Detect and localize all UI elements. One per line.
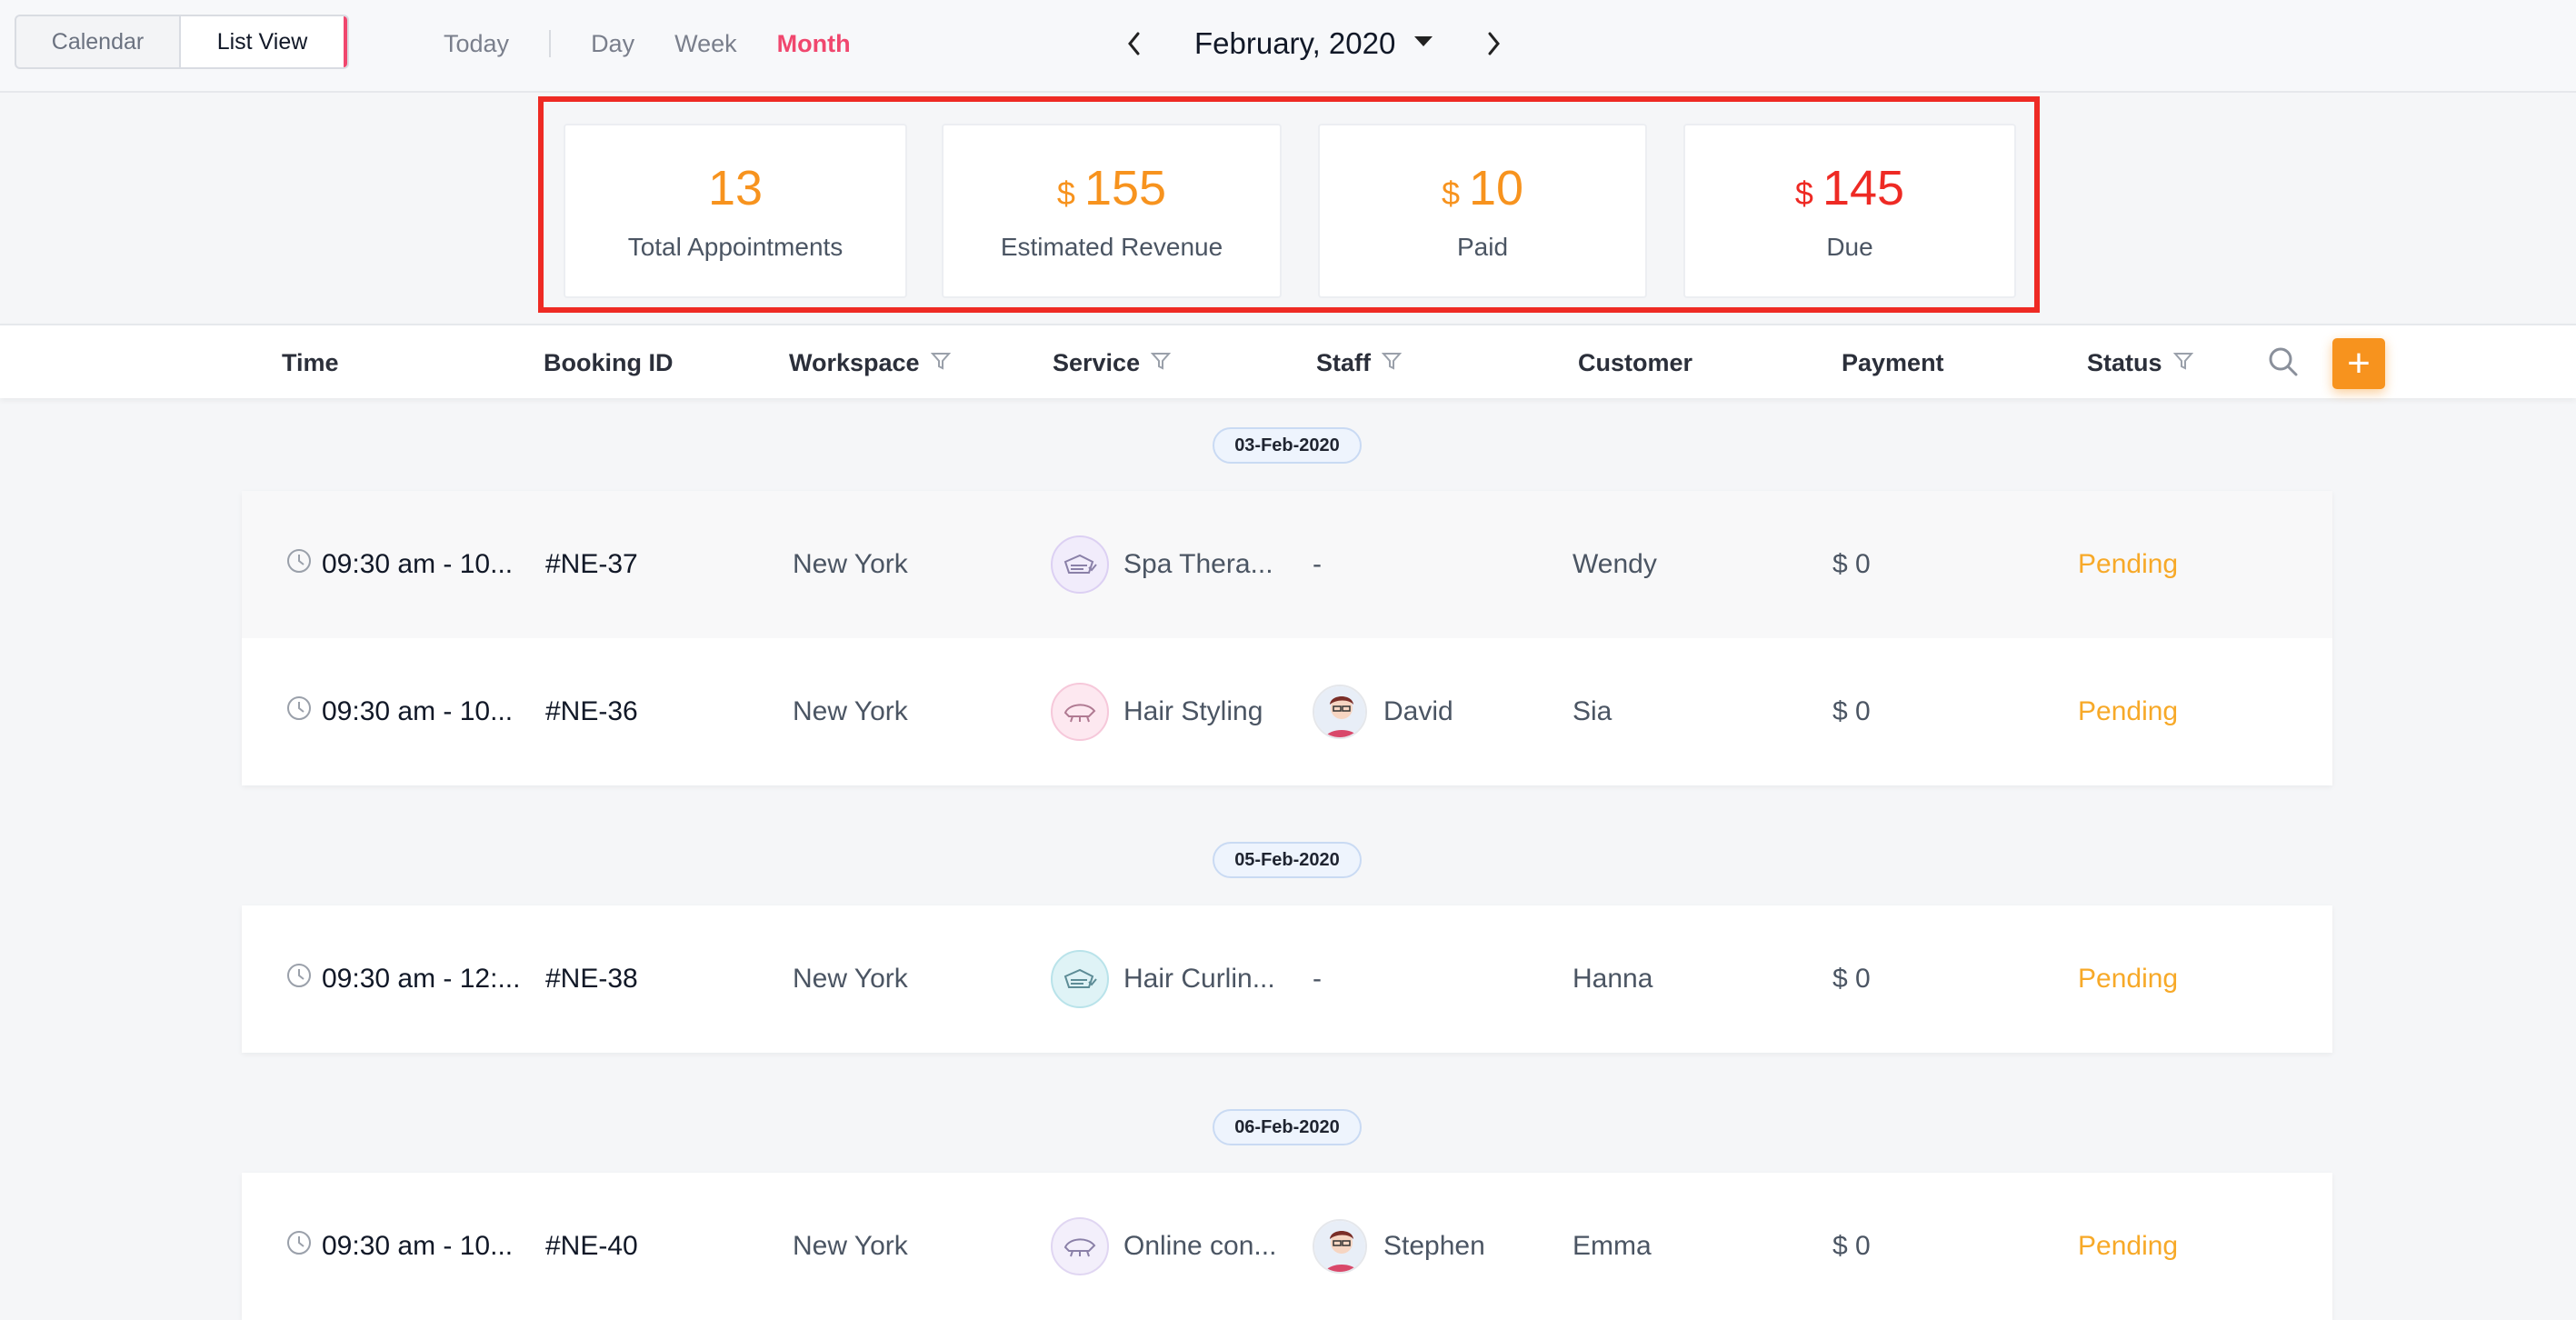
appointment-group: 09:30 am - 10... #NE-40 New York Online …	[242, 1173, 2332, 1320]
current-month-label[interactable]: February, 2020	[1194, 26, 1396, 60]
date-pill: 03-Feb-2020	[1213, 427, 1362, 464]
workspace-cell: New York	[793, 964, 908, 994]
top-toolbar: Calendar List View Today Day Week Month …	[0, 0, 2576, 93]
estimated-revenue-card: $155 Estimated Revenue	[942, 124, 1282, 298]
filter-icon[interactable]	[1381, 349, 1403, 377]
paid-label: Paid	[1456, 233, 1509, 261]
filter-icon[interactable]	[1150, 349, 1172, 377]
table-row[interactable]: 09:30 am - 10... #NE-37 New York Spa The…	[242, 491, 2332, 638]
status-badge: Pending	[2078, 549, 2179, 579]
staff-cell: -	[1313, 549, 1322, 579]
date-pill: 05-Feb-2020	[1213, 842, 1362, 878]
clock-icon	[285, 962, 313, 996]
appointment-group: 09:30 am - 12:... #NE-38 New York Hair C…	[242, 905, 2332, 1053]
table-row[interactable]: 09:30 am - 12:... #NE-38 New York Hair C…	[242, 905, 2332, 1053]
tab-today[interactable]: Today	[444, 29, 510, 57]
avatar	[1313, 685, 1367, 739]
column-status[interactable]: Status	[2087, 325, 2193, 400]
service-cell: Hair Styling	[1051, 638, 1263, 785]
staff-cell: David	[1313, 638, 1453, 785]
tab-day[interactable]: Day	[591, 29, 635, 57]
chevron-down-icon[interactable]	[1413, 35, 1433, 53]
prev-month-icon[interactable]	[1116, 25, 1153, 62]
due-value: $145	[1794, 161, 1905, 215]
customer-cell: Wendy	[1573, 549, 1657, 579]
payment-cell: $ 0	[1832, 1231, 1871, 1261]
filter-icon[interactable]	[2172, 349, 2193, 377]
booking-id-cell: #NE-37	[545, 549, 638, 579]
estimated-revenue-label: Estimated Revenue	[1000, 233, 1223, 261]
time-cell: 09:30 am - 10...	[285, 1173, 513, 1320]
payment-cell: $ 0	[1832, 549, 1871, 579]
total-appointments-label: Total Appointments	[627, 233, 844, 261]
total-appointments-value: 13	[707, 161, 764, 215]
booking-id-cell: #NE-36	[545, 696, 638, 726]
customer-cell: Emma	[1573, 1231, 1652, 1261]
appointment-group: 09:30 am - 10... #NE-37 New York Spa The…	[242, 491, 2332, 785]
hair-styling-icon	[1051, 683, 1109, 741]
table-header: Time Booking ID Workspace Service Staff …	[0, 324, 2576, 398]
clock-icon	[285, 547, 313, 582]
range-divider	[549, 30, 552, 57]
view-toggle: Calendar List View	[15, 15, 349, 69]
workspace-cell: New York	[793, 1231, 908, 1261]
tab-month[interactable]: Month	[776, 29, 851, 57]
clock-icon	[285, 1229, 313, 1264]
column-service[interactable]: Service	[1053, 325, 1172, 400]
hair-curling-icon	[1051, 950, 1109, 1008]
summary-highlight-frame: 13 Total Appointments $155 Estimated Rev…	[538, 96, 2040, 313]
column-booking-id[interactable]: Booking ID	[544, 348, 674, 376]
date-pill: 06-Feb-2020	[1213, 1109, 1362, 1145]
customer-cell: Hanna	[1573, 964, 1653, 994]
staff-cell: -	[1313, 964, 1322, 994]
status-badge: Pending	[2078, 1231, 2179, 1261]
online-consultation-icon	[1051, 1217, 1109, 1275]
column-customer[interactable]: Customer	[1578, 348, 1693, 376]
payment-cell: $ 0	[1832, 964, 1871, 994]
table-row[interactable]: 09:30 am - 10... #NE-36 New York Hair St…	[242, 638, 2332, 785]
staff-cell: Stephen	[1313, 1173, 1485, 1320]
tab-week[interactable]: Week	[674, 29, 737, 57]
service-cell: Spa Thera...	[1051, 491, 1273, 638]
customer-cell: Sia	[1573, 696, 1612, 726]
clock-icon	[285, 695, 313, 729]
service-cell: Hair Curlin...	[1051, 905, 1275, 1053]
total-appointments-card: 13 Total Appointments	[564, 124, 907, 298]
paid-value: $10	[1441, 161, 1524, 215]
spa-service-icon	[1051, 535, 1109, 594]
time-cell: 09:30 am - 10...	[285, 491, 513, 638]
next-month-icon[interactable]	[1475, 25, 1512, 62]
filter-icon[interactable]	[930, 349, 951, 377]
due-label: Due	[1826, 233, 1873, 261]
list-view-button[interactable]: List View	[179, 16, 347, 67]
add-appointment-button[interactable]: +	[2332, 338, 2385, 389]
column-payment[interactable]: Payment	[1842, 348, 1944, 376]
service-cell: Online con...	[1051, 1173, 1276, 1320]
due-card: $145 Due	[1683, 124, 2016, 298]
table-row[interactable]: 09:30 am - 10... #NE-40 New York Online …	[242, 1173, 2332, 1320]
paid-card: $10 Paid	[1318, 124, 1647, 298]
range-tabs: Today Day Week Month	[444, 24, 891, 64]
month-navigator: February, 2020	[1116, 18, 1512, 69]
calendar-view-button[interactable]: Calendar	[51, 28, 145, 55]
time-cell: 09:30 am - 12:...	[285, 905, 520, 1053]
time-cell: 09:30 am - 10...	[285, 638, 513, 785]
workspace-cell: New York	[793, 549, 908, 579]
booking-id-cell: #NE-40	[545, 1231, 638, 1261]
payment-cell: $ 0	[1832, 696, 1871, 726]
avatar	[1313, 1219, 1367, 1274]
estimated-revenue-value: $155	[1056, 161, 1167, 215]
column-time[interactable]: Time	[282, 348, 339, 376]
booking-id-cell: #NE-38	[545, 964, 638, 994]
status-badge: Pending	[2078, 696, 2179, 726]
status-badge: Pending	[2078, 964, 2179, 994]
workspace-cell: New York	[793, 696, 908, 726]
column-staff[interactable]: Staff	[1316, 325, 1403, 400]
column-workspace[interactable]: Workspace	[789, 325, 951, 400]
search-icon[interactable]	[2265, 344, 2301, 380]
